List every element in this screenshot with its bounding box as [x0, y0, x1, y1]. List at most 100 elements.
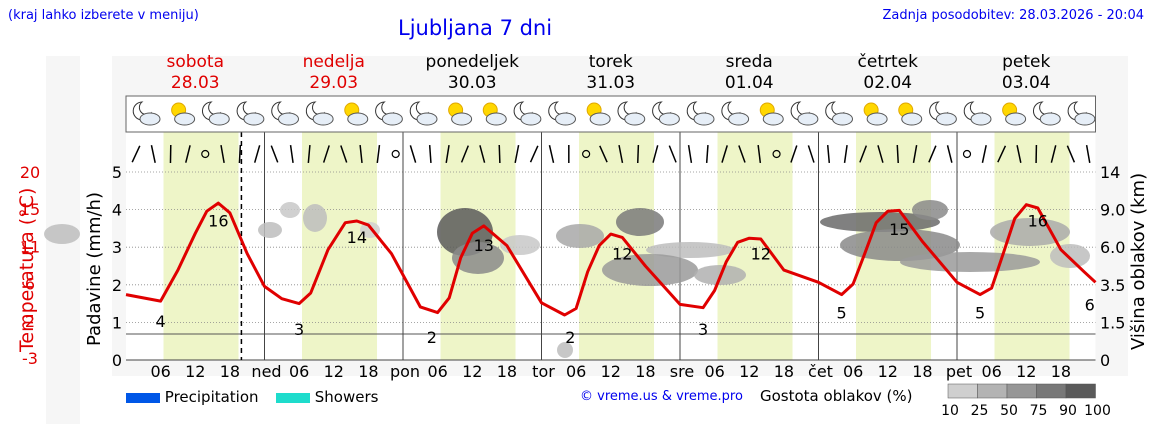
- cloud-icon-17: [728, 112, 750, 126]
- wind-barb-28: [618, 145, 624, 163]
- wind-barb-33: [705, 144, 709, 164]
- cloud-tick-0: 0: [1100, 351, 1110, 370]
- legend-showers-label: Showers: [314, 388, 379, 406]
- temp-tick-0: 20: [20, 163, 40, 182]
- day-name-4: sreda: [725, 52, 773, 72]
- temp-label-9: 12: [751, 244, 771, 263]
- wind-barb-44: [896, 144, 899, 164]
- wind-barb-31: [668, 145, 677, 163]
- density-label-100: 100: [1084, 403, 1111, 419]
- temp-tick-5: -3: [22, 349, 38, 368]
- density-label-25: 25: [971, 403, 989, 419]
- day-date-6: 03.04: [1001, 73, 1051, 93]
- hour-tick-2-12: 12: [462, 362, 482, 381]
- wind-barb-23: [529, 145, 539, 163]
- cloud-icon-19: [797, 112, 819, 126]
- day-name-1: nedelja: [302, 52, 365, 72]
- hour-tick-5-18: 18: [912, 362, 932, 381]
- wind-calm-icon-15: [391, 149, 400, 159]
- precip-swatch: [126, 392, 160, 403]
- wind-calm-icon-48: [962, 149, 972, 159]
- temp-tick-3: 6: [25, 275, 35, 294]
- day-name-5: četrtek: [857, 52, 918, 72]
- density-label-50: 50: [1000, 403, 1018, 419]
- cloud-blob-8: [616, 208, 664, 236]
- temp-label-6: 2: [565, 328, 575, 347]
- temp-label-13: 16: [1028, 212, 1048, 231]
- wind-barb-13: [359, 144, 363, 164]
- wind-barb-20: [479, 145, 486, 163]
- day-date-4: 01.04: [724, 73, 774, 93]
- day-name-6: petek: [1002, 52, 1051, 72]
- cloud-icon-23: [935, 112, 957, 126]
- hour-tick-1-12: 12: [324, 362, 344, 381]
- density-label-75: 75: [1030, 403, 1048, 419]
- showers-swatch: [276, 392, 310, 403]
- cloud-icon-22: [901, 112, 923, 126]
- cloud-blob-1: [280, 202, 300, 218]
- wind-calm-icon-4: [201, 149, 210, 159]
- density-swatch-50: [1006, 383, 1037, 399]
- precip-tick-0: 0: [112, 351, 122, 370]
- wind-barb-41: [843, 144, 848, 164]
- cloud-icon-11: [520, 112, 542, 126]
- temp-axis-title: Temperatura (°C): [16, 187, 38, 352]
- cloud-blob-9: [646, 242, 734, 258]
- hour-tick-3-12: 12: [601, 362, 621, 381]
- wind-barb-36: [757, 144, 762, 164]
- wind-barb-27: [599, 145, 608, 163]
- hour-tick-6-18: 18: [1051, 362, 1071, 381]
- cloud-icon-9: [451, 112, 473, 126]
- wind-barb-21: [498, 144, 501, 164]
- wind-barb-38: [790, 145, 798, 163]
- wind-barb-42: [859, 145, 868, 163]
- hour-tick-0-12: 12: [185, 362, 205, 381]
- cloud-tick-2: 3.5: [1100, 276, 1125, 295]
- day-abbr-3: tor: [532, 362, 555, 381]
- cloud-icon-20: [832, 112, 853, 126]
- cloud-blob-3: [303, 204, 327, 232]
- wind-barb-35: [738, 145, 746, 163]
- cloud-icon-21: [866, 112, 888, 126]
- credit-link[interactable]: © vreme.us & vreme.pro: [580, 389, 743, 404]
- day-abbr-4: sre: [670, 362, 694, 381]
- day-date-1: 29.03: [309, 73, 359, 93]
- wind-calm-icon-26: [582, 149, 591, 159]
- temp-label-3: 14: [347, 228, 367, 247]
- day-abbr-2: pon: [390, 362, 420, 381]
- density-swatch-75: [1036, 383, 1067, 399]
- location-menu-hint[interactable]: (kraj lahko izberete v meniju): [8, 8, 199, 23]
- cloud-icon-3: [243, 112, 265, 126]
- day-abbr-6: pet: [946, 362, 972, 381]
- temp-label-7: 12: [612, 244, 632, 263]
- wind-barb-0: [131, 145, 141, 163]
- wind-barb-47: [946, 145, 953, 163]
- wind-barb-5: [220, 145, 225, 163]
- day-name-2: ponedeljek: [425, 52, 519, 72]
- day-date-3: 31.03: [586, 73, 636, 93]
- wind-barb-29: [636, 144, 640, 164]
- wind-barb-14: [376, 144, 381, 164]
- temp-label-5: 13: [474, 236, 494, 255]
- temp-label-1: 16: [208, 212, 228, 231]
- wind-barb-55: [1085, 145, 1091, 163]
- cloud-icon-13: [589, 112, 611, 126]
- cloud-icon-8: [416, 112, 438, 126]
- daytime-band-0: [163, 96, 239, 360]
- wind-barb-39: [807, 145, 815, 163]
- hour-tick-0-06: 06: [150, 362, 170, 381]
- cloud-icon-27: [1074, 112, 1096, 126]
- cloud-blob-16: [990, 218, 1070, 246]
- wind-barb-50: [997, 145, 1007, 163]
- temp-label-12: 5: [975, 304, 985, 323]
- wind-barb-43: [877, 145, 884, 163]
- temp-label-2: 3: [294, 320, 304, 339]
- wind-barb-18: [445, 144, 450, 164]
- hour-tick-3-06: 06: [566, 362, 586, 381]
- wind-barb-34: [721, 145, 728, 163]
- hour-tick-4-06: 06: [704, 362, 724, 381]
- wind-barb-46: [928, 145, 937, 163]
- hour-tick-2-06: 06: [427, 362, 447, 381]
- hour-tick-5-12: 12: [878, 362, 898, 381]
- density-label-90: 90: [1059, 403, 1077, 419]
